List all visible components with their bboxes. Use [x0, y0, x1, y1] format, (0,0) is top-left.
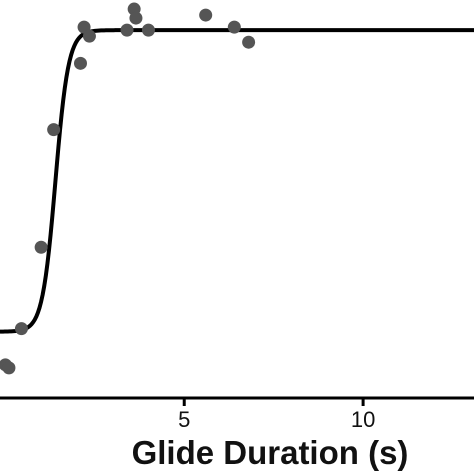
x-axis-label: Glide Duration (s) — [132, 434, 409, 471]
x-tick-label: 5 — [178, 407, 190, 432]
data-point — [120, 23, 134, 37]
plot-area — [0, 2, 474, 375]
data-point — [242, 35, 256, 49]
data-point — [129, 11, 143, 25]
data-point — [82, 29, 96, 43]
data-point — [73, 56, 87, 70]
x-tick-label: 10 — [351, 407, 375, 432]
x-ticks: 5 10 — [178, 398, 375, 432]
data-point — [47, 123, 61, 137]
data-point — [34, 240, 48, 254]
data-point — [199, 8, 213, 22]
data-point — [227, 20, 241, 34]
data-point — [141, 23, 155, 37]
data-point — [14, 322, 28, 336]
data-point — [2, 361, 16, 375]
fit-curve — [0, 28, 474, 334]
